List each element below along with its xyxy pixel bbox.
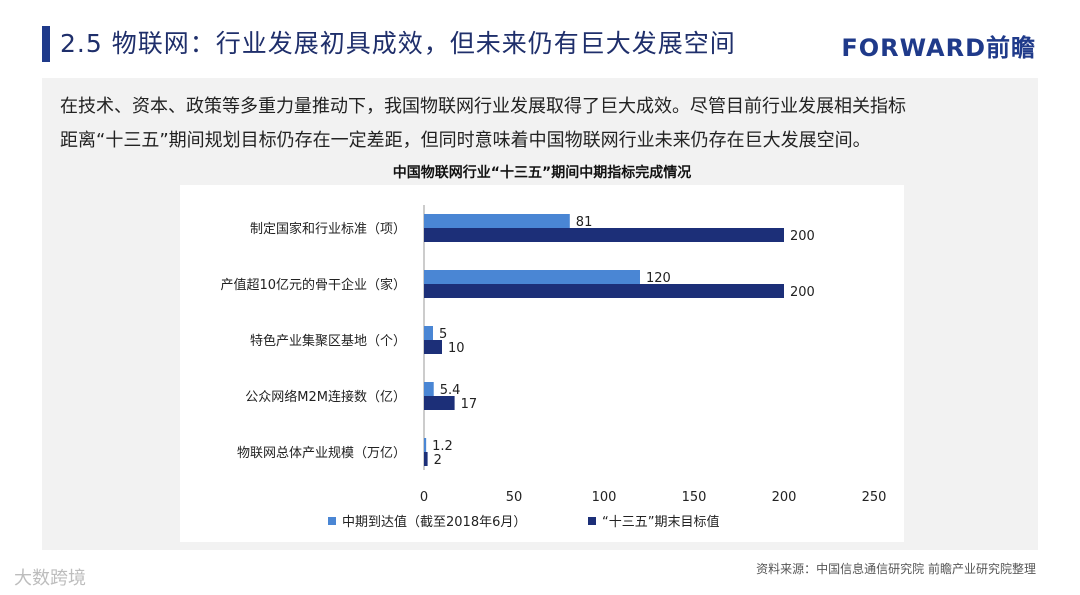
x-tick-label: 200: [772, 490, 797, 505]
intro-line-2: 距离“十三五”期间规划目标仍存在一定差距，但同时意味着中国物联网行业未来仍存在巨…: [60, 130, 871, 151]
bar-target: [424, 228, 784, 242]
legend-label: “十三五”期末目标值: [602, 514, 719, 530]
category-label: 特色产业集聚区基地（个）: [250, 333, 406, 349]
data-label: 17: [461, 397, 478, 412]
watermark-text: 大数跨境: [14, 568, 86, 589]
bar-target: [424, 452, 428, 466]
data-label: 200: [790, 229, 815, 244]
category-label: 制定国家和行业标准（项）: [250, 221, 406, 237]
data-label: 2: [434, 453, 442, 468]
bar-chart: 制定国家和行业标准（项） 81 200 产值超10亿元的骨干企业（家） 120 200 特色…: [220, 205, 887, 530]
data-label: 1.2: [432, 439, 453, 454]
data-label: 200: [790, 285, 815, 300]
bar-midterm: [424, 326, 433, 340]
bar-midterm: [424, 270, 640, 284]
x-tick-label: 150: [682, 490, 707, 505]
intro-text: 在技术、资本、政策等多重力量推动下，我国物联网行业发展取得了巨大成效。尽管目前行…: [60, 90, 1020, 158]
data-label: 5: [439, 327, 447, 342]
brand-logo: FORWARD前瞻: [841, 34, 1036, 62]
data-label: 10: [448, 341, 465, 356]
legend-swatch: [328, 517, 336, 525]
category-label: 产值超10亿元的骨干企业（家）: [220, 277, 406, 293]
x-tick-label: 50: [506, 490, 523, 505]
legend-swatch: [588, 517, 596, 525]
page-title: 2.5 物联网：行业发展初具成效，但未来仍有巨大发展空间: [60, 29, 736, 58]
category-label: 物联网总体产业规模（万亿）: [237, 446, 406, 461]
data-label: 5.4: [440, 383, 461, 398]
bar-midterm: [424, 214, 570, 228]
category-label: 公众网络M2M连接数（亿）: [245, 389, 406, 405]
intro-line-1: 在技术、资本、政策等多重力量推动下，我国物联网行业发展取得了巨大成效。尽管目前行…: [60, 96, 906, 117]
bar-midterm: [424, 438, 427, 452]
bar-target: [424, 284, 784, 298]
x-tick-label: 0: [420, 490, 428, 505]
data-label: 81: [576, 215, 593, 230]
x-tick-label: 250: [862, 490, 887, 505]
title-accent-bar: [42, 26, 50, 62]
bar-midterm: [424, 382, 434, 396]
data-label: 120: [646, 271, 671, 286]
bar-target: [424, 340, 442, 354]
bar-target: [424, 396, 455, 410]
legend-label: 中期到达值（截至2018年6月）: [342, 514, 526, 530]
x-tick-label: 100: [592, 490, 617, 505]
source-note: 资料来源：中国信息通信研究院 前瞻产业研究院整理: [756, 562, 1036, 576]
chart-title: 中国物联网行业“十三五”期间中期指标完成情况: [392, 165, 692, 181]
chart-area: 制定国家和行业标准（项） 81 200 产值超10亿元的骨干企业（家） 120 200 特色…: [180, 185, 904, 542]
